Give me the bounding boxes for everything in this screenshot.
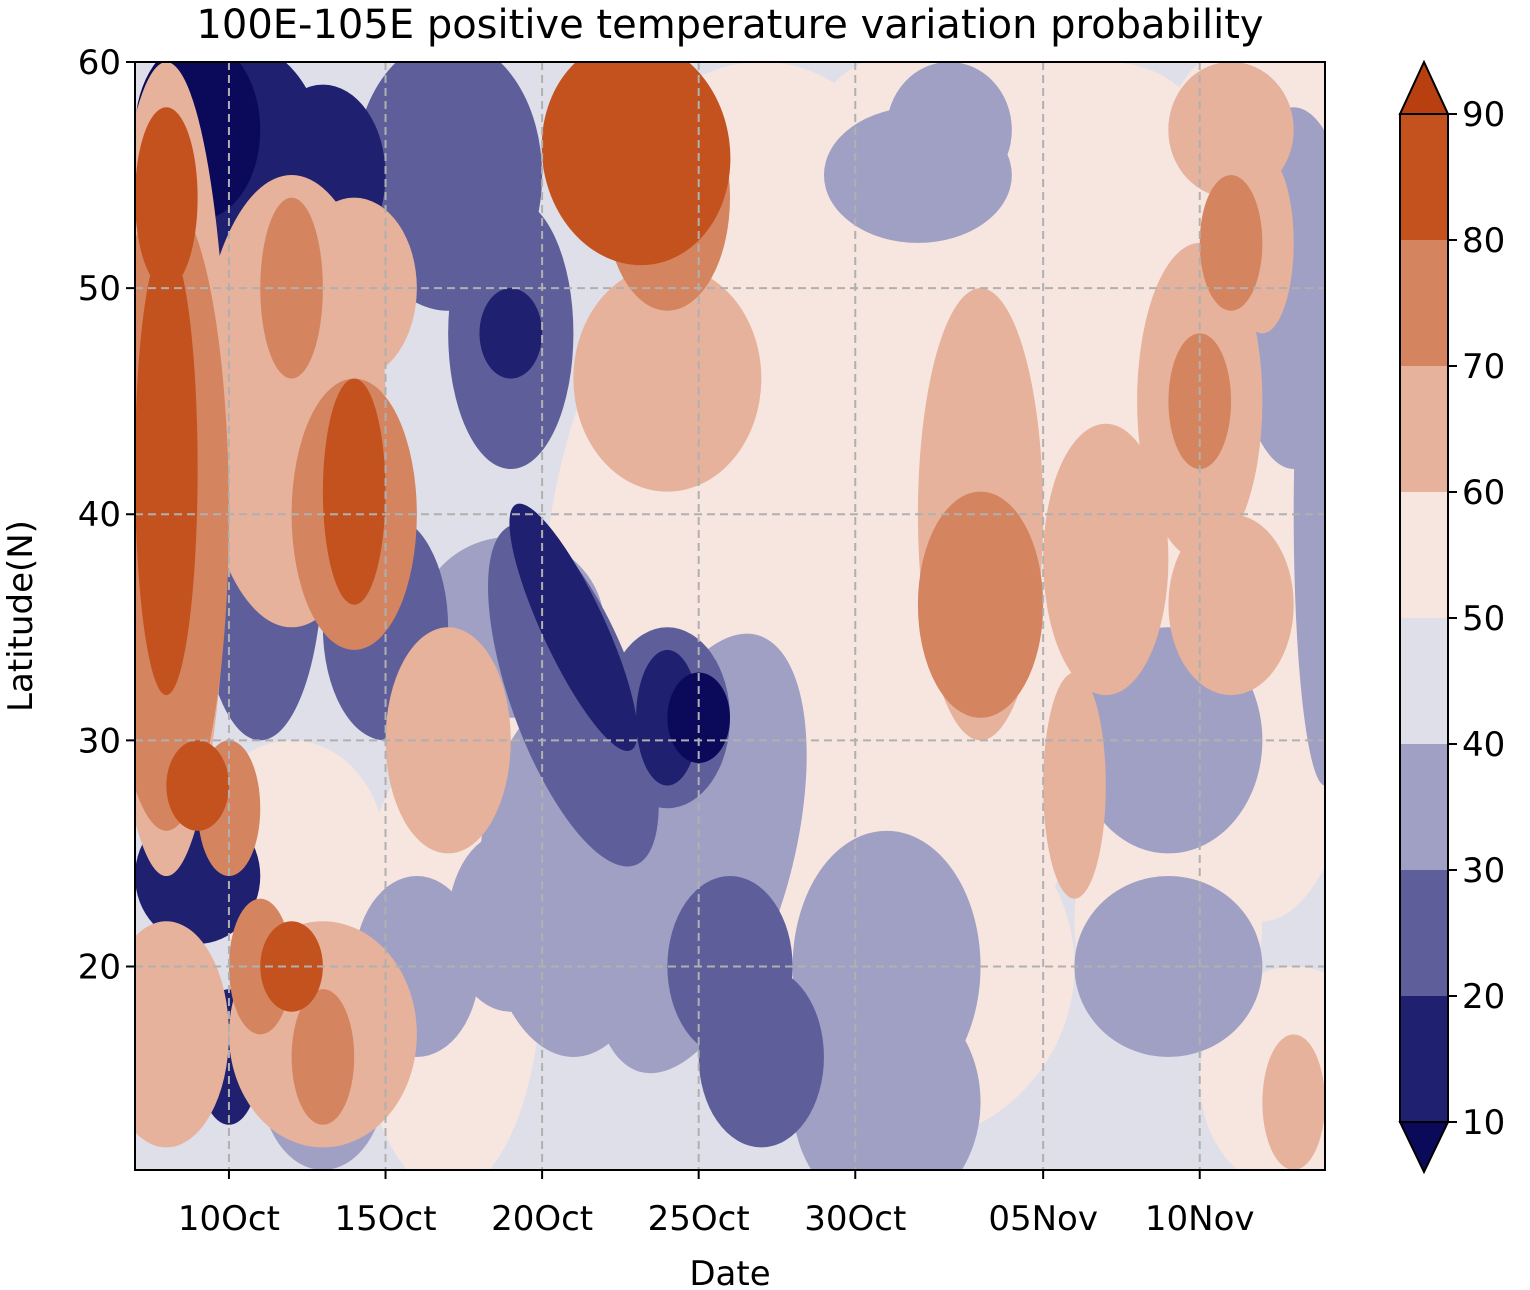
colorbar-tick-label: 10 <box>1462 1103 1505 1143</box>
contour-patch <box>698 966 824 1148</box>
colorbar-band <box>1400 492 1448 618</box>
colorbar-band <box>1400 240 1448 366</box>
colorbar-extend-low <box>1398 1121 1450 1175</box>
contour-patch <box>792 989 981 1170</box>
x-tick-label: 15Oct <box>334 1199 436 1239</box>
colorbar: 10 20 30 40 50 60 70 80 90 <box>1398 59 1505 1175</box>
colorbar-band <box>1400 870 1448 996</box>
colorbar-band <box>1400 996 1448 1122</box>
contour-patch <box>509 503 638 751</box>
x-tick-label: 10Oct <box>178 1199 280 1239</box>
y-tick-label: 30 <box>78 721 121 761</box>
y-tick-label: 60 <box>78 43 121 83</box>
contour-patch <box>135 921 229 1148</box>
colorbar-band <box>1400 744 1448 870</box>
contour-patch <box>291 989 355 1125</box>
contour-patch <box>917 491 1044 718</box>
x-tick-label: 25Oct <box>648 1199 750 1239</box>
colorbar-tick-label: 90 <box>1462 95 1505 135</box>
y-tick-label: 20 <box>78 947 121 987</box>
colorbar-band <box>1400 618 1448 744</box>
y-tick-label: 50 <box>78 269 121 309</box>
contour-patch <box>166 740 229 831</box>
contour-patch <box>135 242 198 696</box>
colorbar-tick-label: 40 <box>1462 725 1505 765</box>
colorbar-tick-label: 80 <box>1462 221 1505 261</box>
colorbar-band <box>1400 366 1448 492</box>
chart-title: 100E-105E positive temperature variation… <box>196 2 1263 48</box>
contour-patch <box>1168 514 1294 696</box>
colorbar-tick-label: 50 <box>1462 599 1505 639</box>
x-tick-label: 10Nov <box>1145 1199 1255 1239</box>
colorbar-band <box>1400 114 1448 240</box>
grid-lines <box>135 61 1325 1170</box>
contour-patch <box>573 423 762 696</box>
colorbar-tick-label: 60 <box>1462 473 1505 513</box>
x-tick-label: 05Nov <box>988 1199 1098 1239</box>
x-tick-label: 30Oct <box>804 1199 906 1239</box>
colorbar-tick-label: 30 <box>1462 851 1505 891</box>
contour-patch <box>1043 672 1106 899</box>
contour-patch <box>1199 175 1263 311</box>
x-tick-label: 20Oct <box>491 1199 593 1239</box>
contour-patch <box>1011 62 1200 198</box>
x-axis-label: Date <box>689 1254 770 1290</box>
y-axis-label: Latitude(N) <box>1 520 41 712</box>
contour-patch <box>541 62 731 266</box>
colorbar-tick-label: 20 <box>1462 977 1505 1017</box>
y-tick-label: 40 <box>78 495 121 535</box>
contour-patch <box>1043 423 1169 696</box>
colorbar-extend-high <box>1398 59 1450 115</box>
contour-patch <box>479 288 543 379</box>
contour-patch <box>135 107 198 289</box>
y-axis-ticks: 20 30 40 50 60 <box>78 43 135 987</box>
contour-patch <box>322 378 386 605</box>
x-axis-ticks: 10Oct 15Oct 20Oct 25Oct 30Oct 05Nov 10Nov <box>178 1170 1255 1239</box>
colorbar-tick-label: 70 <box>1462 347 1505 387</box>
plot-frame <box>134 61 1326 1171</box>
contour-patch <box>291 197 417 379</box>
contour-patch <box>1262 1034 1325 1170</box>
plot-area <box>134 61 1326 1171</box>
contour-fields <box>135 62 1325 1170</box>
contour-patch <box>573 265 762 492</box>
contour-patch <box>823 107 1012 243</box>
